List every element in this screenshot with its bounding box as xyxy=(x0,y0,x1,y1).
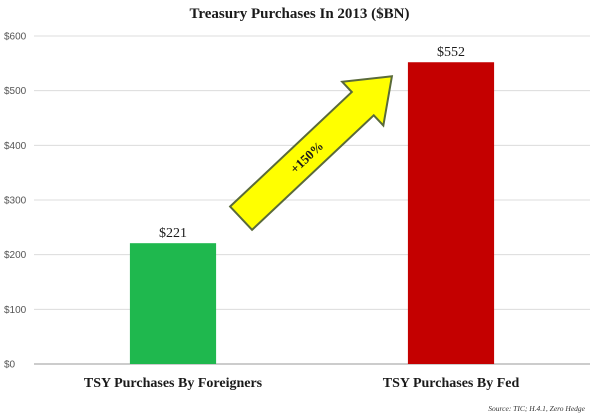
arrow-shape xyxy=(228,75,394,232)
data-label: $221 xyxy=(159,226,187,241)
chart-title: Treasury Purchases In 2013 ($BN) xyxy=(189,6,410,22)
x-tick-label: TSY Purchases By Foreigners xyxy=(84,376,263,391)
source-note: Source: TIC; H.4.1, Zero Hedge xyxy=(488,404,585,413)
y-tick-label: $500 xyxy=(4,86,27,97)
data-label: $552 xyxy=(437,45,465,60)
y-tick-label: $200 xyxy=(4,250,27,261)
bar xyxy=(407,62,495,365)
y-tick-label: $0 xyxy=(4,360,16,371)
y-tick-label: $100 xyxy=(4,305,27,316)
y-tick-label: $600 xyxy=(4,32,27,43)
annotation-arrow: +150% xyxy=(228,75,394,232)
y-tick-label: $400 xyxy=(4,141,27,152)
bar xyxy=(129,243,217,364)
y-tick-label: $300 xyxy=(4,196,27,207)
x-tick-label: TSY Purchases By Fed xyxy=(383,376,520,391)
